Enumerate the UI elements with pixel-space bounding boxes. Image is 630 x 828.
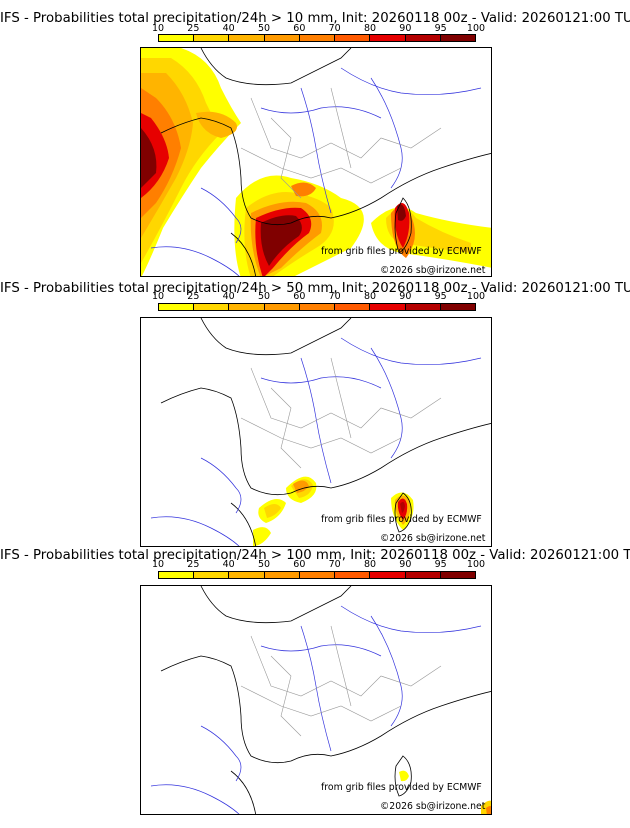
colorbar-tick-label: 95 [434, 559, 447, 570]
colorbar-tick-label: 25 [187, 291, 200, 302]
probability-map: from grib files provided by ECMWF ©2026 … [140, 585, 492, 815]
colorbar-tick-label: 40 [222, 291, 235, 302]
colorbar-swatch [335, 304, 371, 310]
colorbar-labels: 10 25 40 50 60 70 80 90 95 100 [152, 291, 485, 302]
probability-map: from grib files provided by ECMWF ©2026 … [140, 317, 492, 547]
colorbar-swatch [159, 35, 195, 41]
colorbar-labels: 10 25 40 50 60 70 80 90 95 100 [152, 23, 485, 34]
panel-100mm: IFS - Probabilities total precipitation/… [0, 548, 630, 828]
credit-source: from grib files provided by ECMWF [321, 514, 482, 525]
colorbar [158, 571, 476, 579]
colorbar-swatch [229, 572, 265, 578]
colorbar-swatch [440, 304, 475, 310]
panel-50mm: IFS - Probabilities total precipitation/… [0, 280, 630, 550]
map-canvas [150, 586, 491, 814]
credit-copyright: ©2026 sb@irizone.net [380, 533, 486, 544]
colorbar-tick-label: 10 [151, 559, 165, 570]
colorbar-swatch [335, 35, 371, 41]
precip-area-gulf-of-lion [234, 175, 364, 276]
panel-title: IFS - Probabilities total precipitation/… [0, 548, 630, 563]
colorbar-swatch [405, 572, 441, 578]
colorbar-labels: 10 25 40 50 60 70 80 90 95 100 [152, 559, 485, 570]
colorbar-swatch [370, 35, 406, 41]
colorbar-tick-label: 80 [363, 291, 377, 302]
colorbar-swatch [159, 304, 195, 310]
colorbar-swatch [335, 572, 371, 578]
colorbar-swatch [264, 35, 300, 41]
colorbar-tick-label: 40 [222, 23, 235, 34]
colorbar-tick-label: 10 [151, 23, 165, 34]
colorbar-tick-label: 90 [399, 23, 412, 34]
precip-area-corsica [371, 203, 491, 268]
colorbar-swatch [405, 35, 441, 41]
colorbar-swatch [194, 304, 230, 310]
colorbar-tick-label: 95 [434, 291, 447, 302]
colorbar-tick-label: 50 [257, 23, 271, 34]
credit-source: from grib files provided by ECMWF [321, 782, 482, 793]
colorbar-tick-label: 25 [187, 23, 200, 34]
colorbar-swatch [194, 572, 230, 578]
map-canvas [150, 318, 491, 546]
colorbar-tick-label: 80 [363, 559, 377, 570]
colorbar-swatch [194, 35, 230, 41]
colorbar-tick-label: 10 [151, 291, 165, 302]
colorbar-tick-label: 60 [293, 291, 306, 302]
colorbar-tick-label: 80 [363, 23, 377, 34]
map-canvas [141, 48, 491, 276]
colorbar-tick-label: 70 [328, 559, 341, 570]
colorbar-tick-label: 60 [293, 559, 306, 570]
colorbar-swatch [405, 304, 441, 310]
colorbar-tick-label: 25 [187, 559, 200, 570]
colorbar-tick-label: 70 [328, 291, 341, 302]
colorbar-swatch [264, 304, 300, 310]
colorbar-swatch [440, 35, 475, 41]
colorbar [158, 34, 476, 42]
credit-copyright: ©2026 sb@irizone.net [380, 801, 486, 812]
panel-10mm: IFS - Probabilities total precipitation/… [0, 0, 630, 280]
map-basemap [150, 48, 491, 276]
colorbar-tick-label: 60 [293, 23, 306, 34]
colorbar-tick-label: 40 [222, 559, 235, 570]
colorbar-tick-label: 100 [466, 23, 486, 34]
colorbar-swatch [440, 572, 475, 578]
colorbar-tick-label: 90 [399, 291, 412, 302]
colorbar-swatch [159, 572, 195, 578]
colorbar-swatch [299, 35, 336, 41]
colorbar-tick-label: 95 [434, 23, 447, 34]
probability-map: from grib files provided by ECMWF ©2026 … [140, 47, 492, 277]
colorbar-swatch [229, 35, 265, 41]
precip-area-gulf-of-lion [253, 476, 317, 546]
colorbar-tick-label: 100 [466, 291, 486, 302]
colorbar [158, 303, 476, 311]
credit-source: from grib files provided by ECMWF [321, 246, 482, 257]
panel-title: IFS - Probabilities total precipitation/… [0, 281, 630, 296]
colorbar-tick-label: 90 [399, 559, 412, 570]
credit-copyright: ©2026 sb@irizone.net [380, 265, 486, 276]
colorbar-swatch [299, 304, 336, 310]
colorbar-tick-label: 50 [257, 559, 271, 570]
panel-title: IFS - Probabilities total precipitation/… [0, 11, 630, 26]
colorbar-swatch [370, 572, 406, 578]
colorbar-swatch [229, 304, 265, 310]
colorbar-swatch [299, 572, 336, 578]
colorbar-swatch [264, 572, 300, 578]
colorbar-tick-label: 50 [257, 291, 271, 302]
precip-area-corsica [399, 770, 491, 814]
colorbar-tick-label: 100 [466, 559, 486, 570]
colorbar-tick-label: 70 [328, 23, 341, 34]
map-basemap [150, 586, 491, 814]
map-basemap [150, 318, 491, 546]
colorbar-swatch [370, 304, 406, 310]
precip-area-atlantic [141, 48, 241, 276]
